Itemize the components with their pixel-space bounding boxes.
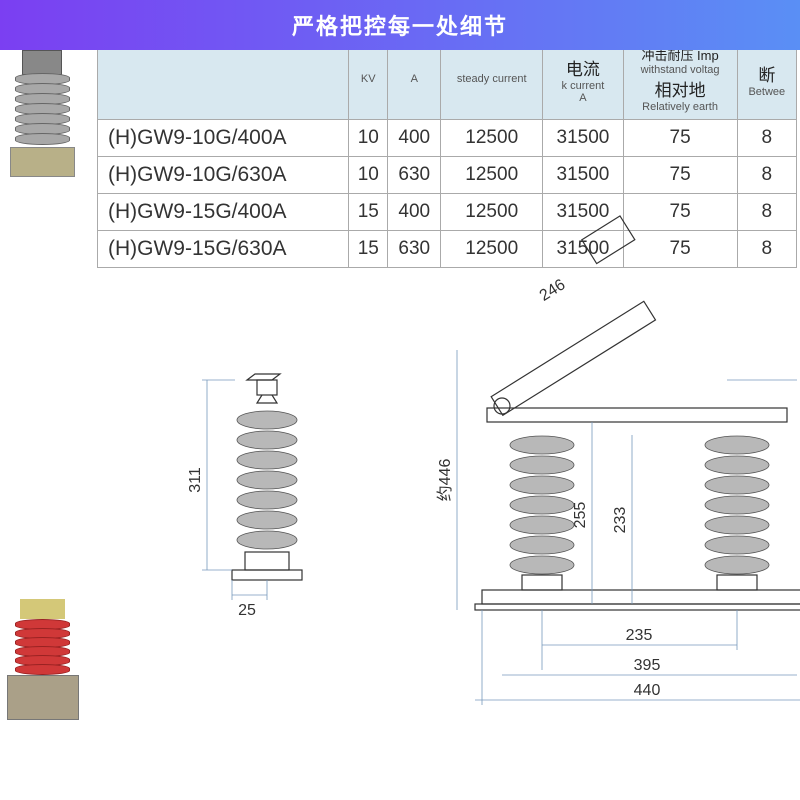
insulator-stack (237, 411, 297, 549)
col-kcurrent: 电流k currentA (543, 39, 623, 120)
dim-255: 255 (572, 502, 589, 529)
dim-246: 246 (537, 276, 569, 305)
dim-233: 233 (612, 507, 629, 534)
insulator-right (705, 436, 769, 590)
page-content: KV A steady current 电流k currentA 冲击耐压 Im… (0, 0, 800, 800)
insulator-left (510, 436, 574, 590)
col-between: 断Betwee (737, 39, 796, 120)
diagram-disconnector: 246 5 (427, 350, 800, 775)
col-withstand: 冲击耐压 Impwithstand voltag相对地Relatively ea… (623, 39, 737, 120)
main-area: KV A steady current 电流k currentA 冲击耐压 Im… (97, 38, 800, 268)
top-banner: 严格把控每一处细节 (0, 0, 800, 50)
col-a: A (388, 39, 441, 120)
dim-311: 311 (187, 467, 204, 493)
dim-395: 395 (634, 657, 661, 674)
diagrams-area: 311 25 246 5 (97, 350, 800, 780)
dim-25: 25 (238, 602, 256, 619)
spec-table: KV A steady current 电流k currentA 冲击耐压 Im… (97, 38, 797, 268)
insulator-photo-2 (5, 599, 80, 720)
col-steady: steady current (441, 39, 543, 120)
insulator-photo-1 (7, 50, 77, 250)
table-header-row: KV A steady current 电流k currentA 冲击耐压 Im… (98, 39, 797, 120)
diagram-single-insulator: 311 25 (167, 370, 367, 725)
table-body: (H)GW9-10G/400A104001250031500758 (H)GW9… (98, 120, 797, 268)
table-row: (H)GW9-10G/630A106301250031500758 (98, 157, 797, 194)
col-model (98, 39, 349, 120)
table-row: (H)GW9-15G/630A156301250031500758 (98, 231, 797, 268)
col-kv: KV (349, 39, 388, 120)
dim-440: 440 (634, 682, 661, 699)
table-row: (H)GW9-10G/400A104001250031500758 (98, 120, 797, 157)
dim-446: 约446 (436, 459, 454, 502)
dim-235: 235 (626, 627, 653, 644)
table-row: (H)GW9-15G/400A154001250031500758 (98, 194, 797, 231)
left-photo-column (0, 40, 85, 800)
banner-text: 严格把控每一处细节 (292, 9, 508, 41)
